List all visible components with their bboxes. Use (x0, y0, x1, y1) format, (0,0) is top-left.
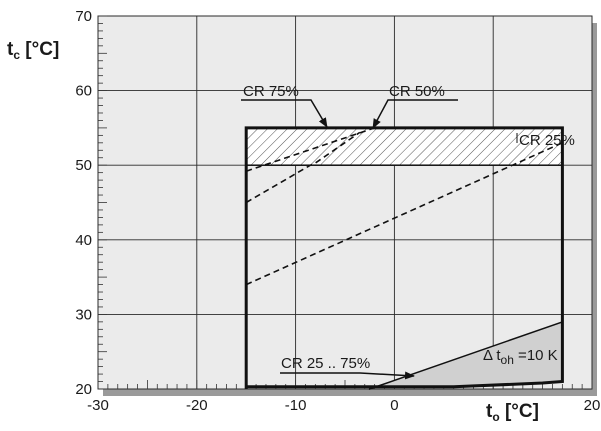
cr-line (245, 127, 375, 172)
chart-marks (244, 126, 564, 391)
y-tick-label: 50 (75, 157, 92, 174)
y-tick-label: 60 (75, 83, 92, 100)
x-tick-label: 0 (390, 397, 398, 414)
x-tick-label: -20 (186, 397, 208, 414)
callout-cr75 (241, 99, 328, 128)
hatched-band (245, 127, 564, 166)
x-axis-title: to [°C] (486, 401, 539, 424)
x-tick-label: -30 (87, 397, 109, 414)
y-axis-title-sub: c (13, 48, 20, 62)
annotation-cr75: CR 75% (243, 83, 299, 100)
x-tick-label: 20 (584, 397, 601, 414)
annotation-superheat-suffix: =10 K (514, 347, 558, 364)
x-tick-label: -10 (285, 397, 307, 414)
x-axis-title-unit: [°C] (500, 401, 539, 422)
annotation-superheat: Δ toh =10 K (483, 347, 558, 367)
y-tick-label: 20 (75, 381, 92, 398)
y-axis-title-main: t (7, 39, 14, 60)
y-tick-label: 30 (75, 306, 92, 323)
annotation-cr-range: CR 25 .. 75% (281, 355, 370, 372)
y-tick-labels: 20 30 40 50 60 70 (75, 8, 92, 398)
annotation-cr50: CR 50% (389, 83, 445, 100)
y-axis-title-unit: [°C] (20, 39, 59, 60)
cr-line (245, 142, 563, 286)
minor-ticks (97, 15, 593, 390)
y-axis-title: tc [°C] (7, 39, 59, 62)
operating-envelope (244, 126, 564, 389)
callouts (241, 99, 518, 380)
y-tick-label: 40 (75, 232, 92, 249)
callout-cr-range (280, 371, 415, 380)
annotation-superheat-sub: oh (501, 353, 514, 367)
annotation-cr25: CR 25% (519, 132, 575, 149)
x-axis-title-main: t (486, 401, 493, 422)
y-tick-label: 70 (75, 8, 92, 25)
x-tick-labels: -30 -20 -10 0 20 (87, 397, 600, 414)
annotation-superheat-prefix: Δ t (483, 347, 501, 364)
plot-area (97, 15, 593, 390)
callout-cr50 (372, 99, 458, 129)
x-axis-title-sub: o (492, 410, 499, 424)
